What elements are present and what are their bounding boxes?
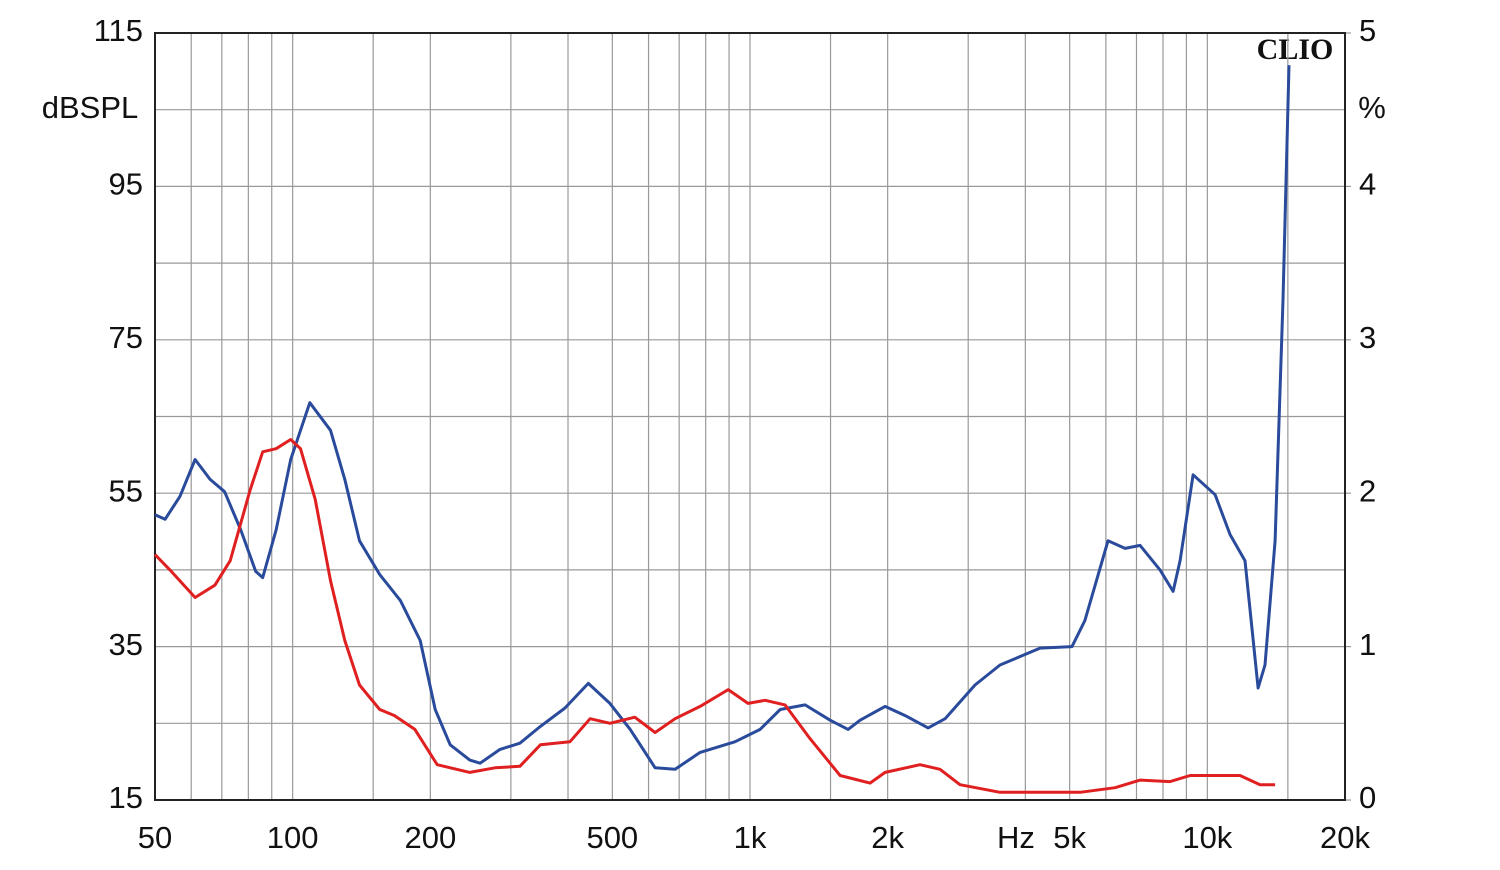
x-tick-label: 50 <box>138 820 172 855</box>
y2-tick-label: 3 <box>1359 320 1376 355</box>
y-tick-label: 15 <box>109 780 143 815</box>
data-line <box>153 438 1276 794</box>
y-tick-label: 75 <box>109 320 143 355</box>
x-tick-label: 200 <box>404 820 456 855</box>
logo: CLIO <box>1257 33 1334 66</box>
y-tick-label: 35 <box>109 627 143 662</box>
y2-tick-label: 0 <box>1359 780 1376 815</box>
x-tick-label: 20k <box>1320 820 1370 855</box>
x-tick-label: 5k <box>1053 820 1086 855</box>
x-tick-label: 1k <box>734 820 767 855</box>
plot-frame <box>154 32 1346 801</box>
y-tick-label: 55 <box>109 473 143 508</box>
y2-axis-label: % <box>1358 90 1386 125</box>
x-axis-label: Hz <box>997 820 1035 855</box>
x-tick-label: 500 <box>586 820 638 855</box>
y2-tick-label: 2 <box>1359 473 1376 508</box>
y-axis-label: dBSPL <box>42 90 139 125</box>
x-tick-label: 100 <box>267 820 319 855</box>
data-line <box>154 65 1291 771</box>
y2-tick-label: 5 <box>1359 13 1376 48</box>
y2-tick-label: 4 <box>1359 167 1376 202</box>
y-tick-label: 95 <box>109 167 143 202</box>
y2-tick-label: 1 <box>1359 627 1376 662</box>
y-tick-label: 115 <box>94 13 143 48</box>
x-tick-label: 2k <box>871 820 904 855</box>
x-tick-label: 10k <box>1182 820 1232 855</box>
